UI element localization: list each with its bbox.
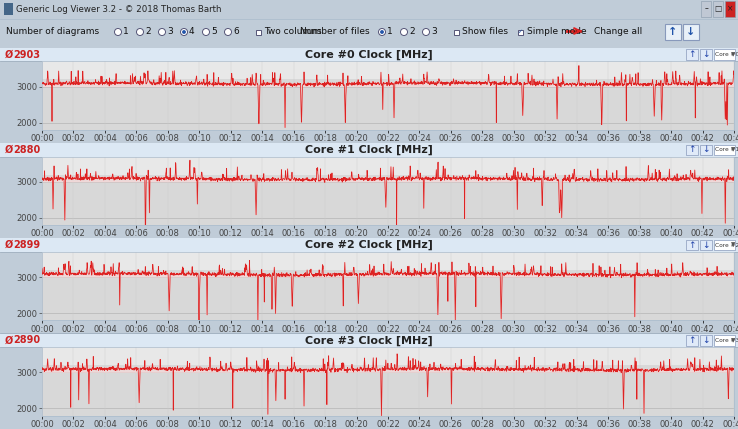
Text: ↑: ↑ <box>689 336 696 345</box>
Bar <box>0 334 738 347</box>
Text: Core #2: Core #2 <box>715 243 738 248</box>
Bar <box>665 24 681 40</box>
Bar <box>42 157 734 175</box>
Text: Core #0: Core #0 <box>715 52 738 57</box>
Text: 2890: 2890 <box>13 335 40 345</box>
Text: Ø: Ø <box>5 50 13 60</box>
Bar <box>686 49 698 60</box>
Text: ×: × <box>727 4 733 13</box>
Text: ↑: ↑ <box>689 241 696 250</box>
Bar <box>714 145 735 155</box>
Text: 2880: 2880 <box>13 145 41 155</box>
Text: Generic Log Viewer 3.2 - © 2018 Thomas Barth: Generic Log Viewer 3.2 - © 2018 Thomas B… <box>16 4 221 13</box>
Circle shape <box>182 30 186 34</box>
Bar <box>700 240 712 251</box>
Text: Core #3: Core #3 <box>715 338 738 343</box>
Text: 2903: 2903 <box>13 50 40 60</box>
Text: ↓: ↓ <box>703 145 710 154</box>
Bar <box>714 335 735 346</box>
Text: Ø: Ø <box>5 335 13 345</box>
Circle shape <box>159 28 165 36</box>
Text: Simple mode: Simple mode <box>527 27 587 36</box>
Bar <box>725 1 735 17</box>
Bar <box>683 24 699 40</box>
Text: Number of files: Number of files <box>300 27 370 36</box>
Circle shape <box>202 28 210 36</box>
Text: 1: 1 <box>387 27 393 36</box>
Text: Core #1 Clock [MHz]: Core #1 Clock [MHz] <box>305 145 433 155</box>
Circle shape <box>422 28 430 36</box>
Text: Core #2 Clock [MHz]: Core #2 Clock [MHz] <box>305 240 433 250</box>
Circle shape <box>401 28 407 36</box>
Text: 6: 6 <box>233 27 239 36</box>
Text: ✓: ✓ <box>517 30 523 34</box>
Bar <box>42 347 734 365</box>
Text: ▼: ▼ <box>731 148 735 152</box>
Bar <box>700 335 712 346</box>
Text: ↑: ↑ <box>669 27 677 37</box>
Text: 2: 2 <box>409 27 415 36</box>
Text: 3: 3 <box>431 27 437 36</box>
Text: ▼: ▼ <box>731 338 735 343</box>
Bar <box>700 49 712 60</box>
Text: ↓: ↓ <box>703 336 710 345</box>
Bar <box>701 1 711 17</box>
Bar <box>714 240 735 251</box>
Circle shape <box>114 28 122 36</box>
Bar <box>517 30 523 34</box>
Text: ↑: ↑ <box>689 145 696 154</box>
Text: 3: 3 <box>167 27 173 36</box>
Bar <box>255 30 261 34</box>
Text: Ø: Ø <box>5 240 13 250</box>
Text: 2: 2 <box>145 27 151 36</box>
Bar <box>713 1 723 17</box>
Text: ↑: ↑ <box>689 50 696 59</box>
Circle shape <box>181 28 187 36</box>
Bar <box>686 145 698 155</box>
Bar <box>453 30 458 34</box>
Bar <box>714 49 735 60</box>
Bar <box>0 239 738 252</box>
Text: 4: 4 <box>189 27 195 36</box>
Bar <box>42 252 734 270</box>
Bar <box>0 48 738 61</box>
Text: ↓: ↓ <box>686 27 696 37</box>
Text: Core #3 Clock [MHz]: Core #3 Clock [MHz] <box>305 335 433 345</box>
Text: –: – <box>704 4 708 13</box>
Text: ▼: ▼ <box>731 52 735 57</box>
Text: ▼: ▼ <box>731 243 735 248</box>
Text: 2899: 2899 <box>13 240 40 250</box>
Text: Change all: Change all <box>594 27 642 36</box>
Text: ↓: ↓ <box>703 50 710 59</box>
Text: ↓: ↓ <box>703 241 710 250</box>
Text: Two columns: Two columns <box>264 27 322 36</box>
Circle shape <box>379 28 385 36</box>
Bar <box>0 143 738 157</box>
Text: Show files: Show files <box>462 27 508 36</box>
Text: Core #0 Clock [MHz]: Core #0 Clock [MHz] <box>305 49 433 60</box>
Circle shape <box>137 28 143 36</box>
Bar <box>700 145 712 155</box>
Bar <box>42 61 734 79</box>
Bar <box>686 240 698 251</box>
Bar <box>686 335 698 346</box>
Text: 5: 5 <box>211 27 217 36</box>
Text: Core #1: Core #1 <box>715 148 738 152</box>
Circle shape <box>380 30 384 34</box>
Bar <box>4 3 13 15</box>
Text: 1: 1 <box>123 27 128 36</box>
Text: Ø: Ø <box>5 145 13 155</box>
Circle shape <box>224 28 232 36</box>
Text: Number of diagrams: Number of diagrams <box>6 27 99 36</box>
Text: □: □ <box>714 4 722 13</box>
